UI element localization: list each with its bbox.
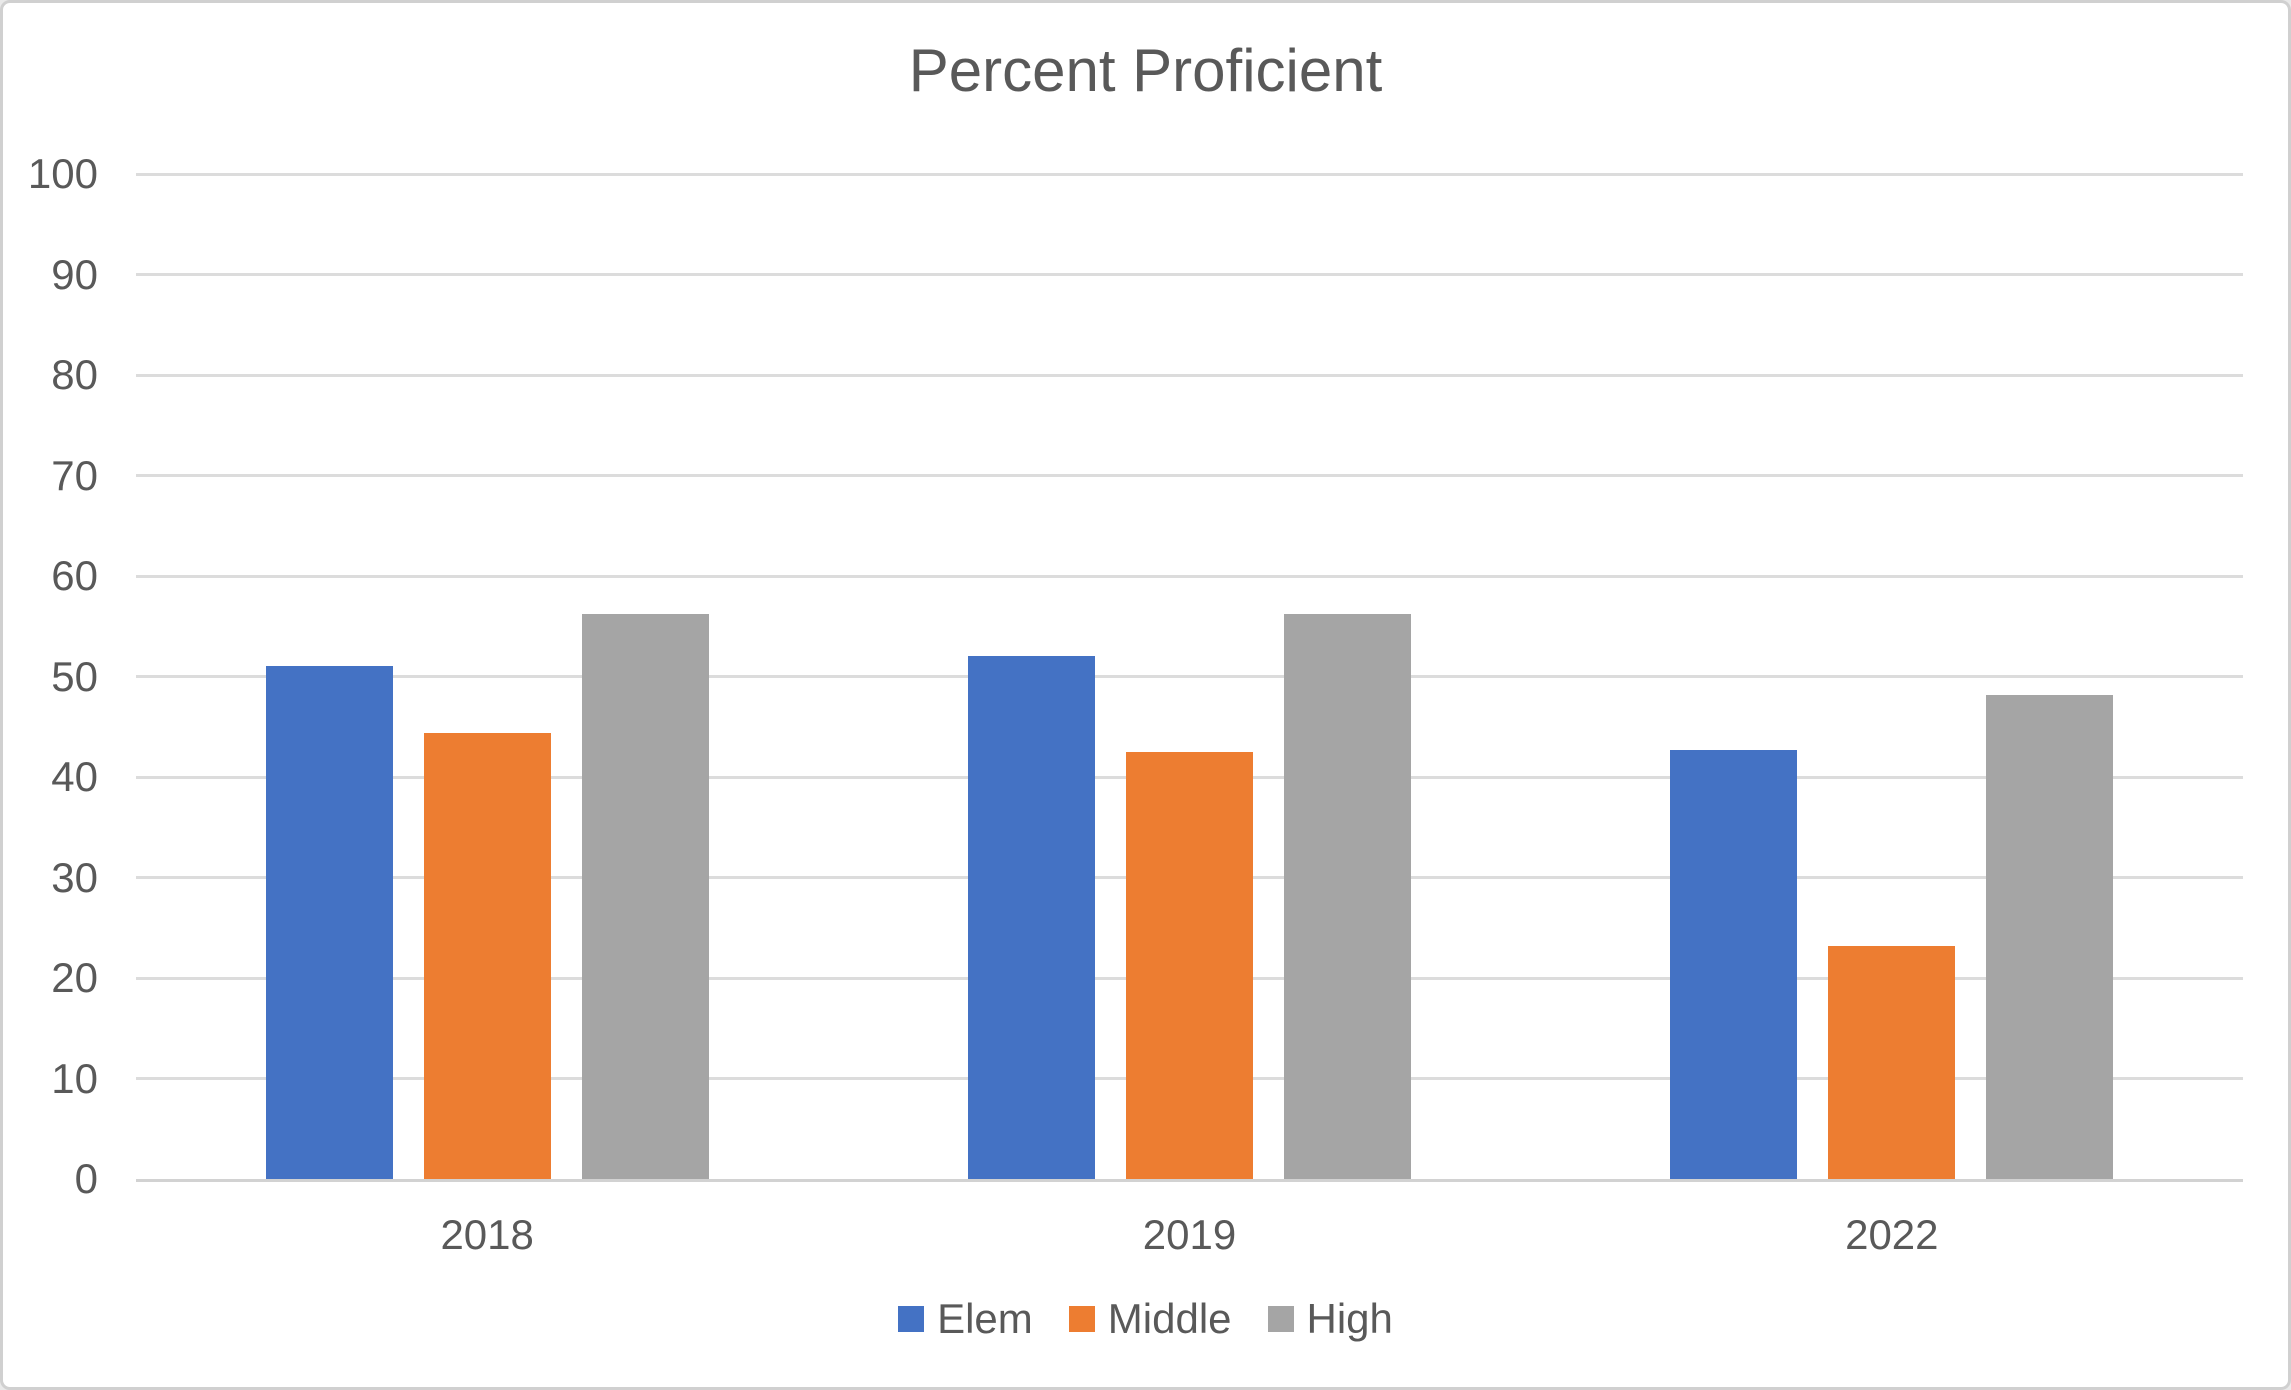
y-tick-label-70: 70 [51, 451, 98, 499]
x-axis-labels: 2018 2019 2022 [136, 1207, 2243, 1263]
bar-high-2022 [1986, 694, 2114, 1179]
bar-high-2018 [581, 614, 709, 1179]
bar-middle-2022 [1828, 945, 1956, 1179]
x-axis-line [136, 1179, 2243, 1182]
bar-middle-2019 [1125, 751, 1253, 1179]
category-group-2019 [838, 174, 1540, 1179]
category-group-2022 [1541, 174, 2243, 1179]
legend-label: Middle [1107, 1295, 1232, 1342]
x-axis-label-2019: 2019 [1142, 1211, 1237, 1258]
gridline-50 [136, 675, 2243, 678]
y-axis-labels: 0 10 20 30 40 50 60 70 80 90 100 [3, 150, 108, 1202]
legend-item-elem: Elem [898, 1291, 1033, 1347]
gridline-100 [136, 172, 2243, 176]
bar-middle-2018 [423, 732, 551, 1179]
y-tick-label-60: 60 [51, 552, 98, 599]
legend-label: High [1306, 1295, 1393, 1342]
bar-groups [136, 174, 2243, 1179]
bar-high-2019 [1283, 614, 1411, 1179]
legend: Elem Middle High [3, 1291, 2288, 1347]
legend-item-middle: Middle [1068, 1291, 1232, 1347]
legend-item-high: High [1267, 1291, 1393, 1347]
y-tick-label-50: 50 [51, 652, 98, 700]
y-tick-label-90: 90 [51, 250, 98, 298]
bar-elem-2022 [1670, 749, 1798, 1179]
bar-elem-2018 [265, 666, 393, 1179]
y-tick-label-100: 100 [27, 150, 98, 197]
chart-title: Percent Proficient [908, 37, 1383, 104]
gridline-90 [136, 273, 2243, 276]
legend-swatch-icon [1267, 1306, 1294, 1332]
y-tick-label-80: 80 [51, 351, 98, 398]
legend-swatch-icon [1068, 1306, 1095, 1332]
bar-elem-2019 [967, 656, 1095, 1179]
legend-swatch-icon [898, 1306, 925, 1332]
gridline-60 [136, 574, 2243, 578]
y-tick-label-10: 10 [51, 1054, 98, 1102]
y-tick-label-20: 20 [51, 954, 98, 1001]
gridline-70 [136, 474, 2243, 477]
plot-area [136, 172, 2243, 1182]
x-axis-label-2018: 2018 [440, 1211, 534, 1258]
y-tick-label-0: 0 [74, 1155, 98, 1202]
legend-label: Elem [937, 1295, 1033, 1342]
y-tick-label-30: 30 [51, 853, 98, 901]
gridline-80 [136, 373, 2243, 377]
y-tick-label-40: 40 [51, 753, 98, 800]
category-group-2018 [136, 174, 838, 1179]
x-axis-label-2022: 2022 [1845, 1211, 1939, 1258]
